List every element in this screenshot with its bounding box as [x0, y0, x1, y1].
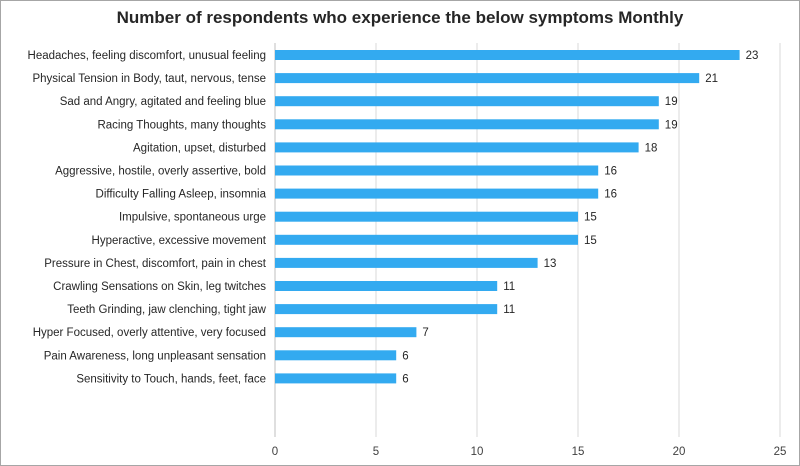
bar	[275, 73, 700, 84]
bar	[275, 119, 659, 130]
data-label: 15	[584, 212, 597, 224]
bar	[275, 188, 599, 199]
data-label: 18	[645, 142, 658, 154]
category-label: Difficulty Falling Asleep, insomnia	[96, 189, 267, 201]
x-tick-label: 10	[471, 446, 484, 458]
bar	[275, 350, 397, 361]
x-tick-label: 15	[572, 446, 585, 458]
data-label: 16	[604, 166, 617, 178]
category-label: Pressure in Chest, discomfort, pain in c…	[44, 258, 267, 270]
data-label: 13	[544, 258, 557, 270]
data-label: 7	[422, 327, 428, 339]
category-label: Physical Tension in Body, taut, nervous,…	[32, 73, 266, 85]
category-labels: Headaches, feeling discomfort, unusual f…	[28, 50, 267, 385]
category-label: Aggressive, hostile, overly assertive, b…	[55, 166, 266, 178]
data-label: 15	[584, 235, 597, 247]
bar	[275, 304, 498, 315]
category-label: Sensitivity to Touch, hands, feet, face	[76, 373, 266, 385]
data-label: 6	[402, 373, 408, 385]
chart-title: Number of respondents who experience the…	[116, 8, 684, 27]
category-label: Hyperactive, excessive movement	[92, 235, 267, 247]
data-label: 23	[746, 50, 759, 62]
data-label: 11	[503, 304, 515, 316]
data-label: 11	[503, 281, 515, 293]
bar	[275, 211, 578, 222]
bar	[275, 96, 659, 107]
category-label: Racing Thoughts, many thoughts	[97, 119, 266, 131]
x-tick-label: 25	[774, 446, 787, 458]
bar	[275, 281, 498, 291]
bars	[275, 50, 740, 384]
category-label: Crawling Sensations on Skin, leg twitche…	[53, 281, 266, 293]
x-tick-label: 20	[673, 446, 686, 458]
bar	[275, 50, 740, 60]
data-label: 21	[705, 73, 718, 85]
bar	[275, 257, 538, 268]
data-label: 6	[402, 350, 408, 362]
category-label: Teeth Grinding, jaw clenching, tight jaw	[67, 304, 266, 316]
x-tick-label: 5	[373, 446, 379, 458]
bar	[275, 142, 639, 153]
bar	[275, 165, 599, 176]
category-label: Agitation, upset, disturbed	[133, 142, 266, 154]
data-label: 19	[665, 119, 678, 131]
bar	[275, 373, 397, 384]
category-label: Impulsive, spontaneous urge	[119, 212, 266, 224]
category-label: Pain Awareness, long unpleasant sensatio…	[44, 350, 266, 362]
category-label: Sad and Angry, agitated and feeling blue	[60, 96, 266, 108]
category-label: Hyper Focused, overly attentive, very fo…	[33, 327, 266, 339]
category-label: Headaches, feeling discomfort, unusual f…	[28, 50, 266, 62]
data-labels: 23 21 19 19 18 16 16 15 15 13 11 11 7 6 6	[402, 50, 758, 385]
data-label: 19	[665, 96, 678, 108]
x-tick-label: 0	[272, 446, 278, 458]
bar	[275, 234, 578, 245]
bar	[275, 327, 417, 338]
data-label: 16	[604, 189, 617, 201]
x-tick-labels: 0 5 10 15 20 25	[272, 446, 787, 458]
